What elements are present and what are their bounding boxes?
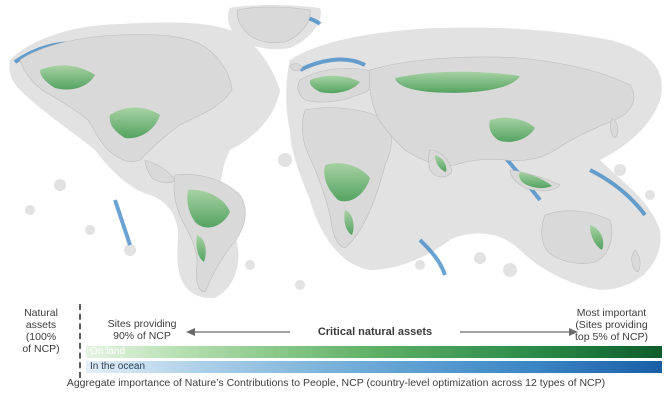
australia [541, 210, 613, 264]
natural-assets-label: Natural assets (100% of NCP) [22, 307, 60, 355]
greenland [236, 6, 311, 44]
most-important-label: Most important (Sites providing top 5% o… [575, 307, 648, 343]
in-ocean-label: In the ocean [90, 361, 146, 372]
uk [289, 63, 303, 72]
new-zealand [631, 249, 641, 273]
land-importance-bar: On land [86, 346, 662, 358]
japan [610, 117, 619, 139]
figure-caption: Aggregate importance of Nature’s Contrib… [66, 377, 606, 389]
ocean-importance-bar: In the ocean [86, 361, 662, 373]
legend-divider [79, 304, 81, 378]
world-map [9, 5, 662, 299]
critical-natural-assets-label: Critical natural assets [290, 326, 460, 338]
on-land-label: On land [90, 346, 126, 357]
sites-90-percent-label: Sites providing 90% of NCP [107, 318, 177, 342]
land-importance [40, 65, 604, 262]
central-america [144, 159, 176, 184]
